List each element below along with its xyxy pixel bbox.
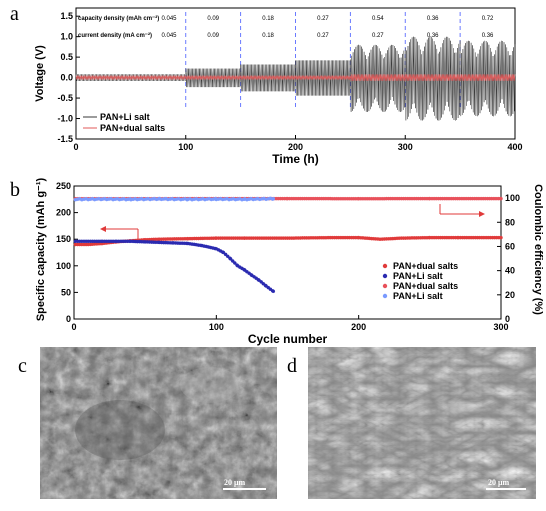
data-point	[271, 196, 276, 201]
series-line-dual-salts	[75, 74, 516, 81]
y-tick-label: 250	[56, 181, 71, 191]
legend-label-li-salt: PAN+Li salt	[100, 112, 150, 122]
y-tick-label: 50	[61, 287, 71, 297]
legend-label: PAN+Li salt	[393, 271, 443, 281]
y-tick-label: 0.0	[60, 73, 73, 83]
current-density-value: 0.36	[427, 33, 439, 39]
x-tick-label: 0	[71, 322, 76, 332]
sem-image-d: 20 μm	[308, 347, 536, 499]
x-tick-label: 100	[209, 322, 224, 332]
y-tick-label: 0	[66, 314, 71, 324]
y-right-tick-label: 80	[505, 217, 515, 227]
x-tick-label: 300	[398, 142, 413, 152]
current-density-value: 0.27	[317, 33, 329, 39]
capacity-density-value: 0.36	[427, 16, 439, 22]
series-3	[73, 196, 276, 202]
current-density-value: 0.09	[207, 33, 219, 39]
y-tick-label: 150	[56, 234, 71, 244]
panel-letter-d: d	[287, 355, 297, 377]
capacity-density-value: 0.54	[372, 16, 384, 22]
data-point	[271, 289, 276, 294]
y-right-axis-label: Coulombic efficiency (%)	[532, 184, 544, 315]
y-tick-label: 1.0	[60, 32, 73, 42]
arrow-right-head	[479, 211, 485, 217]
scale-label-c: 20 μm	[224, 478, 246, 487]
panel-letter-a: a	[10, 3, 19, 25]
sem-image-c: 20 μm	[40, 347, 277, 499]
legend-marker	[382, 263, 388, 269]
voltage-chart: 0 100 200 300 400 -1.5 -1.0 -0.5 0.0 0.5 1.0 1.5 Tim…	[34, 7, 523, 166]
x-tick-label: 100	[178, 142, 193, 152]
capacity-density-value: 0.045	[161, 16, 177, 22]
x-tick-label: 0	[73, 142, 78, 152]
y-tick-label: -1.0	[57, 114, 73, 124]
y-tick-label: -1.5	[57, 134, 73, 144]
sem-particle	[180, 367, 240, 403]
current-density-label: current density (mA cm⁻²)	[78, 32, 152, 39]
data-point	[230, 259, 235, 263]
y-axis-label: Voltage (V)	[34, 45, 46, 102]
series-0	[73, 235, 503, 247]
capacity-chart: 0 100 200 300050100150200250020406080100Cyc…	[35, 177, 544, 346]
capacity-density-value: 0.18	[262, 16, 274, 22]
x-tick-label: 300	[493, 322, 508, 332]
data-point	[499, 235, 503, 240]
x-axis-label: Cycle number	[248, 332, 328, 346]
y-tick-label: 100	[56, 261, 71, 271]
y-right-tick-label: 100	[505, 193, 520, 203]
current-density-value: 0.27	[372, 33, 384, 39]
arrow-left-head	[100, 226, 106, 232]
capacity-density-value: 0.72	[482, 16, 494, 22]
capacity-density-label: capacity density (mAh cm⁻²)	[78, 15, 159, 22]
y-right-tick-label: 0	[505, 314, 510, 324]
data-point	[228, 257, 233, 261]
current-density-value: 0.045	[161, 33, 177, 39]
x-axis-label: Time (h)	[272, 152, 318, 166]
panel-letter-c: c	[18, 355, 27, 377]
sem-particle	[75, 400, 165, 460]
data-point	[221, 250, 226, 255]
x-tick-label: 200	[288, 142, 303, 152]
y-tick-label: -0.5	[57, 93, 73, 103]
legend-label: PAN+Li salt	[393, 291, 443, 301]
capacity-density-value: 0.09	[207, 16, 219, 22]
y-tick-label: 1.5	[60, 11, 73, 21]
y-right-tick-label: 20	[505, 290, 515, 300]
y-axis-label: Specific capacity (mAh g⁻¹)	[35, 177, 47, 321]
panel-letter-b: b	[10, 179, 20, 201]
legend-label: PAN+dual salts	[393, 261, 458, 271]
plot-frame-b	[73, 185, 502, 320]
current-density-value: 0.18	[262, 33, 274, 39]
capacity-density-value: 0.27	[317, 16, 329, 22]
scale-label-d: 20 μm	[488, 478, 510, 487]
y-tick-label: 0.5	[60, 52, 73, 62]
legend-marker	[382, 273, 388, 279]
series-1	[73, 239, 276, 294]
data-point	[225, 254, 230, 259]
data-point	[499, 196, 503, 201]
data-point	[233, 261, 237, 265]
x-tick-label: 400	[507, 142, 522, 152]
legend-label-dual-salts: PAN+dual salts	[100, 123, 165, 133]
legend-label: PAN+dual salts	[393, 281, 458, 291]
y-right-tick-label: 60	[505, 241, 515, 251]
y-tick-label: 200	[56, 208, 71, 218]
current-density-value: 0.36	[482, 33, 494, 39]
legend-marker	[382, 283, 388, 289]
y-right-tick-label: 40	[505, 266, 515, 276]
x-tick-label: 200	[351, 322, 366, 332]
legend-marker	[382, 293, 388, 299]
